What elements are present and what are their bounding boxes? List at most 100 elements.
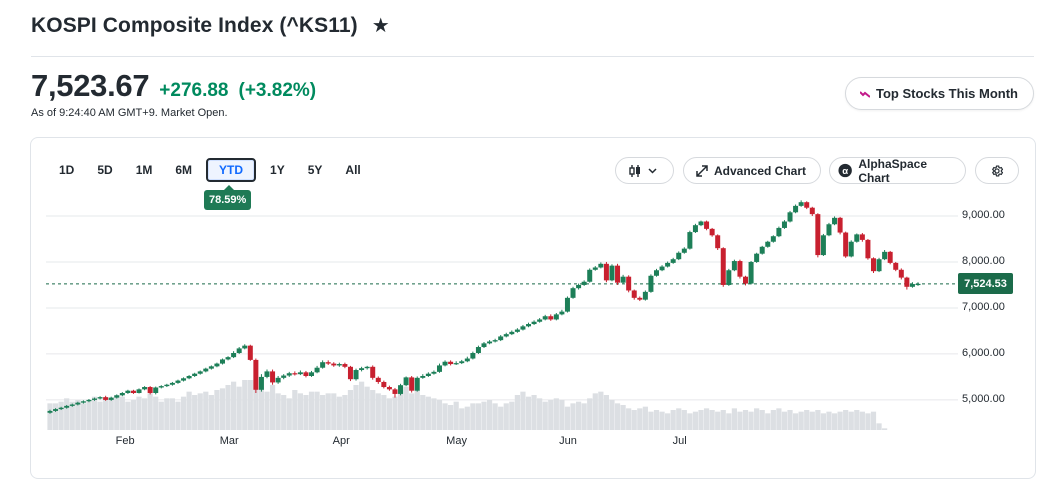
volume-bar bbox=[308, 391, 315, 430]
candle-body bbox=[537, 319, 543, 322]
candle-body bbox=[498, 336, 504, 341]
candle-body bbox=[603, 263, 609, 281]
candle-body bbox=[158, 386, 164, 388]
candle-body bbox=[281, 375, 287, 378]
volume-bar bbox=[397, 390, 404, 430]
candle-body bbox=[826, 224, 832, 236]
volume-bar bbox=[731, 408, 737, 430]
candle-body bbox=[286, 373, 292, 376]
candle-body bbox=[192, 373, 198, 376]
volume-bar bbox=[509, 401, 515, 430]
alphaspace-chart-button[interactable]: α AlphaSpace Chart bbox=[829, 157, 966, 185]
candle-body bbox=[715, 235, 721, 249]
divider bbox=[31, 56, 1034, 57]
range-1m[interactable]: 1M bbox=[135, 163, 153, 177]
volume-bar bbox=[353, 385, 359, 430]
volume-bar bbox=[503, 403, 509, 430]
volume-bar bbox=[787, 410, 793, 430]
candlestick-chart[interactable] bbox=[0, 0, 1060, 465]
candle-body bbox=[820, 235, 826, 256]
candle-body bbox=[130, 390, 136, 394]
volume-bar bbox=[197, 393, 203, 430]
y-tick-label: 9,000.00 bbox=[962, 208, 1005, 221]
volume-bar bbox=[358, 381, 365, 430]
volume-bar bbox=[386, 398, 393, 430]
volume-bar bbox=[859, 411, 865, 430]
volume-bar bbox=[537, 398, 543, 430]
candle-body bbox=[854, 234, 860, 242]
volume-bar bbox=[448, 405, 454, 430]
candle-body bbox=[692, 225, 698, 233]
candle-body bbox=[414, 377, 420, 391]
volume-bar bbox=[108, 400, 114, 430]
range-all[interactable]: All bbox=[345, 163, 361, 177]
volume-bar bbox=[720, 410, 726, 430]
candle-body bbox=[492, 340, 498, 342]
candle-body bbox=[915, 283, 921, 286]
volume-bar bbox=[119, 396, 125, 430]
candle-body bbox=[793, 205, 799, 213]
candle-body bbox=[514, 329, 520, 332]
volume-bar bbox=[314, 391, 320, 430]
volume-bar bbox=[347, 390, 354, 430]
top-stocks-label: Top Stocks This Month bbox=[875, 86, 1018, 101]
x-tick-label: Apr bbox=[332, 435, 350, 447]
volume-bar bbox=[336, 396, 342, 430]
top-stocks-button[interactable]: Top Stocks This Month bbox=[844, 77, 1034, 110]
candle-body bbox=[258, 376, 264, 390]
x-tick-label: Jun bbox=[559, 435, 577, 447]
candle-body bbox=[270, 371, 276, 383]
last-price: 7,523.67 bbox=[31, 68, 150, 103]
chevron-down-icon bbox=[648, 167, 657, 174]
volume-bar bbox=[754, 408, 760, 430]
candle-body bbox=[475, 347, 481, 354]
candle-body bbox=[147, 387, 153, 394]
range-1y[interactable]: 1Y bbox=[270, 163, 285, 177]
star-icon[interactable]: ★ bbox=[371, 15, 390, 37]
candle-body bbox=[592, 267, 598, 270]
candle-body bbox=[615, 265, 621, 283]
volume-bar bbox=[269, 385, 276, 430]
candle-body bbox=[242, 345, 248, 349]
volume-bar bbox=[481, 401, 487, 430]
chart-type-dropdown[interactable] bbox=[615, 157, 674, 184]
candle-body bbox=[798, 202, 804, 206]
range-ytd[interactable]: YTD bbox=[206, 158, 257, 182]
range-5d[interactable]: 5D bbox=[97, 163, 113, 177]
candle-body bbox=[743, 276, 749, 284]
candle-body bbox=[336, 364, 342, 366]
volume-bar bbox=[525, 396, 532, 430]
chart-settings-button[interactable] bbox=[975, 157, 1019, 184]
volume-bar bbox=[409, 393, 415, 430]
volume-bar bbox=[781, 411, 788, 430]
candle-body bbox=[626, 276, 632, 291]
candle-body bbox=[781, 221, 787, 228]
range-1d[interactable]: 1D bbox=[59, 163, 75, 177]
volume-bar bbox=[609, 400, 615, 430]
volume-bar bbox=[486, 400, 493, 430]
candle-body bbox=[737, 261, 743, 277]
range-5y[interactable]: 5Y bbox=[307, 163, 323, 177]
volume-bar bbox=[342, 395, 348, 430]
candle-body bbox=[832, 217, 838, 225]
candle-body bbox=[359, 368, 365, 371]
candle-body bbox=[631, 290, 637, 298]
volume-bar bbox=[169, 398, 176, 430]
candle-body bbox=[169, 382, 175, 385]
volume-bar bbox=[464, 406, 470, 430]
volume-bar bbox=[75, 400, 81, 430]
range-6m[interactable]: 6M bbox=[175, 163, 193, 177]
candle-body bbox=[787, 212, 793, 222]
y-tick-label: 7,000.00 bbox=[962, 300, 1005, 313]
candle-body bbox=[887, 251, 893, 263]
advanced-chart-button[interactable]: Advanced Chart bbox=[683, 157, 821, 184]
candle-body bbox=[214, 363, 220, 367]
volume-bar bbox=[164, 398, 170, 430]
volume-bar bbox=[297, 393, 303, 430]
candle-body bbox=[670, 259, 676, 263]
candle-body bbox=[637, 297, 643, 300]
volume-bar bbox=[392, 396, 398, 430]
volume-bar bbox=[141, 398, 148, 430]
candle-body bbox=[859, 234, 865, 240]
candle-body bbox=[142, 387, 148, 390]
